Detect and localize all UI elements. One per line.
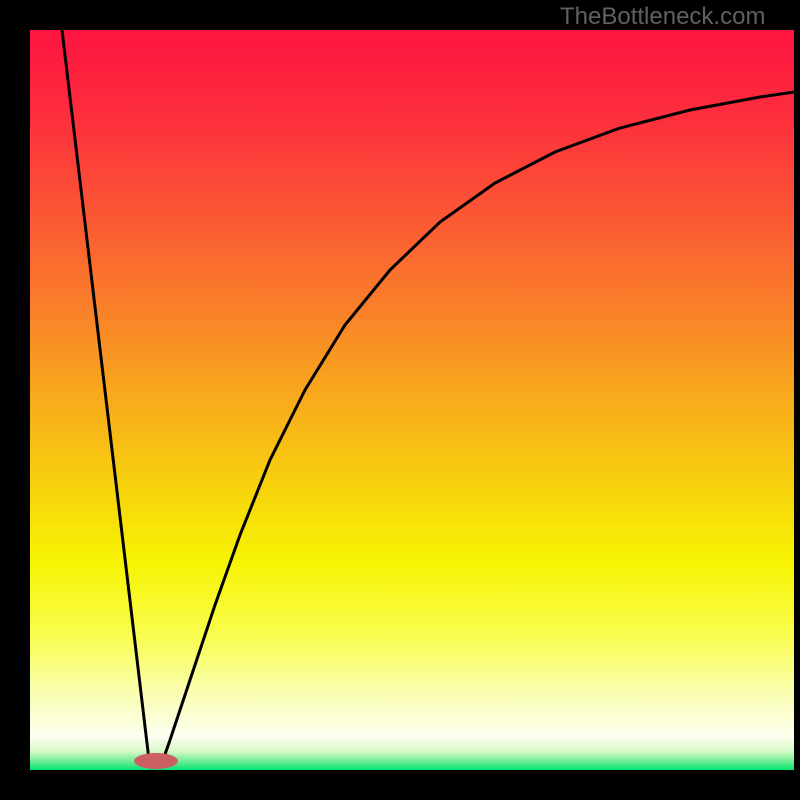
watermark-text: TheBottleneck.com	[560, 3, 765, 31]
chart-svg	[0, 0, 800, 800]
bottleneck-marker	[134, 753, 178, 769]
chart-container: TheBottleneck.com	[0, 0, 800, 800]
plot-background	[30, 30, 794, 770]
